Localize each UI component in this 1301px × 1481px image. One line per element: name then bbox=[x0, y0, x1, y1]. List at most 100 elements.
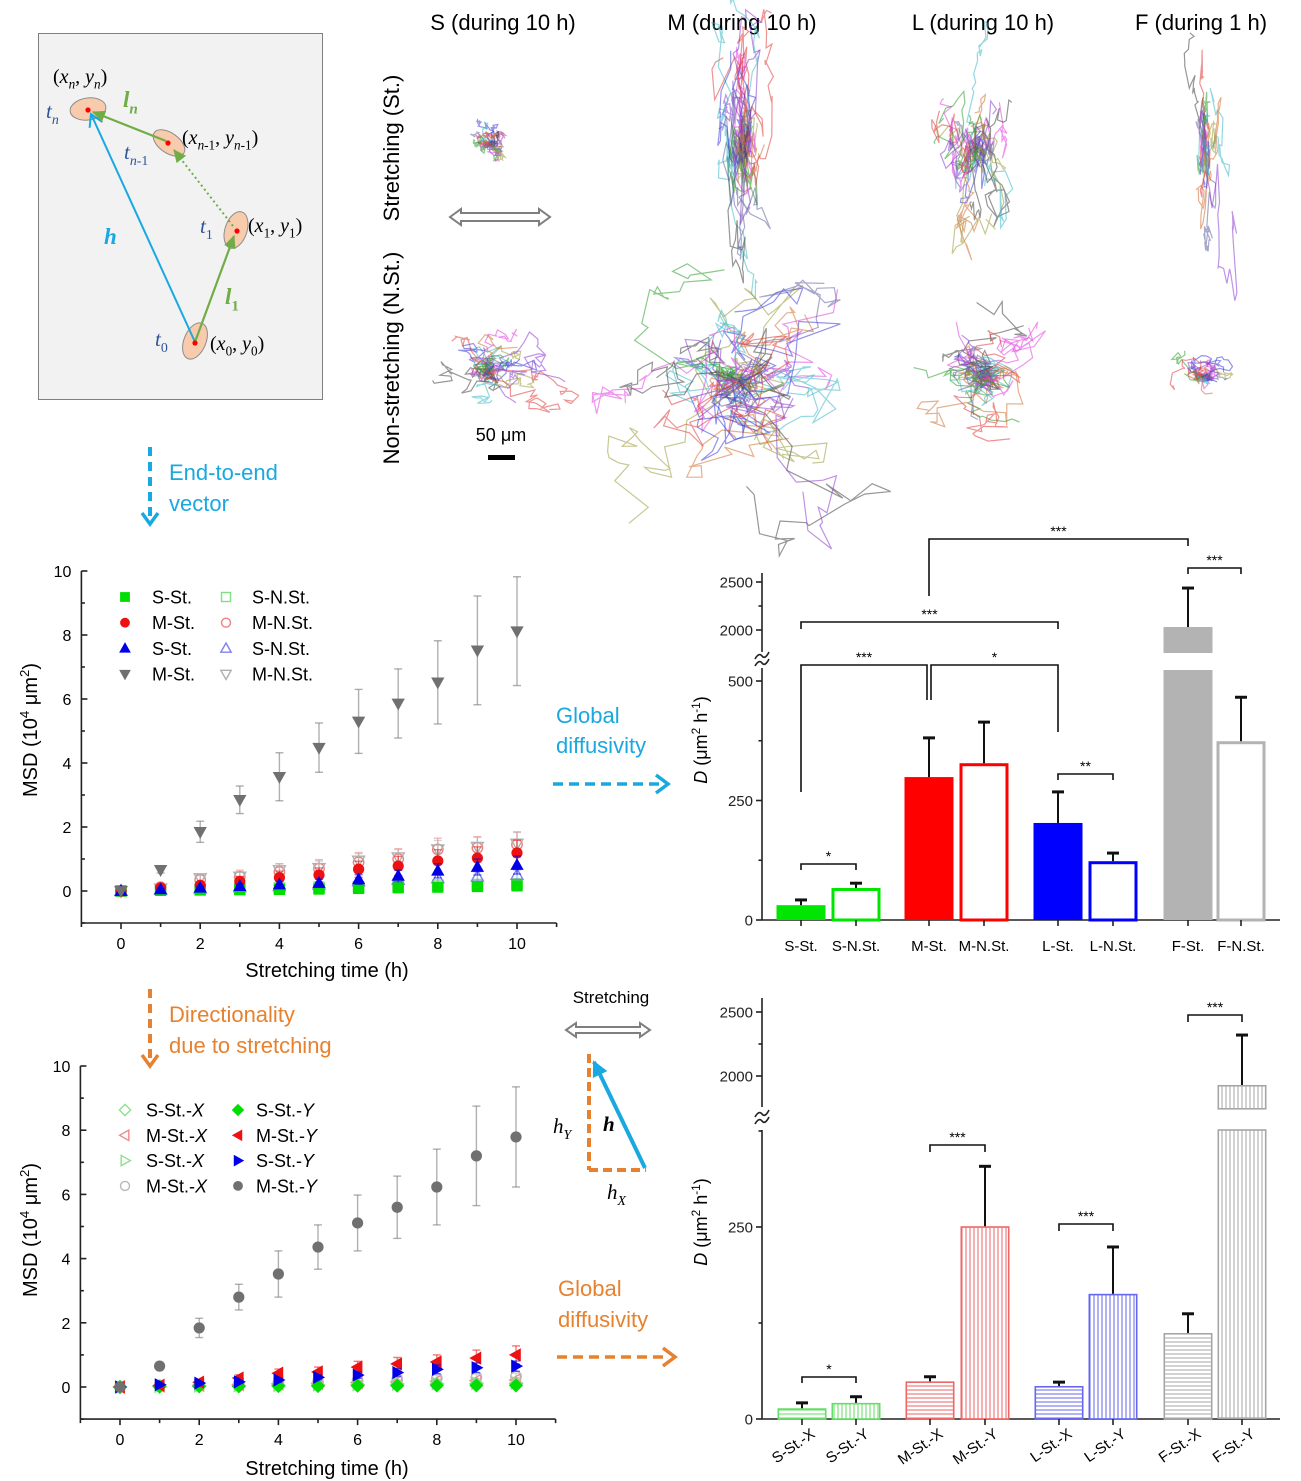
error-bar bbox=[1236, 1033, 1248, 1085]
bar-rect bbox=[959, 763, 1009, 922]
arrowhead-right-icon bbox=[661, 1346, 678, 1368]
data-point bbox=[272, 877, 287, 890]
trajectory-panel-l-nst bbox=[913, 299, 1046, 442]
data-point bbox=[193, 873, 208, 886]
error-bar bbox=[1235, 695, 1247, 742]
significance-label: ** bbox=[1080, 758, 1091, 774]
trajectory-track bbox=[487, 144, 499, 163]
data-point bbox=[391, 698, 405, 711]
end-to-end-vector-arrow bbox=[88, 112, 196, 343]
significance-bracket: * bbox=[800, 848, 857, 870]
data-point bbox=[431, 1362, 444, 1377]
data-point bbox=[509, 838, 525, 852]
legend-marker bbox=[231, 1103, 245, 1117]
trajectory-track bbox=[1204, 96, 1222, 168]
data-point bbox=[392, 1365, 405, 1380]
data-point bbox=[350, 1360, 363, 1374]
trajectory-track bbox=[1202, 376, 1211, 385]
trajectory-track bbox=[954, 21, 989, 189]
data-point bbox=[431, 863, 445, 876]
legend-marker bbox=[119, 1180, 131, 1192]
trajectory-track bbox=[1202, 140, 1210, 189]
flow-label-line1: Directionality bbox=[169, 1002, 295, 1027]
error-bar bbox=[1052, 790, 1064, 823]
inset-title: Stretching bbox=[573, 988, 650, 1007]
significance-bracket: *** bbox=[800, 606, 1059, 629]
stretch-direction-double-arrow-icon bbox=[564, 1021, 652, 1039]
x-axis-label: Stretching time (h) bbox=[245, 1458, 408, 1480]
error-bar bbox=[1182, 1312, 1194, 1333]
scale-bar bbox=[488, 455, 515, 460]
hy-label: hY bbox=[553, 1114, 573, 1143]
legend-marker bbox=[118, 1103, 132, 1117]
bar-rect bbox=[1033, 822, 1083, 920]
coord-label-0: (x0, y0) bbox=[210, 333, 264, 359]
legend-label: M-St.-Y bbox=[256, 1176, 319, 1196]
bracket-line bbox=[930, 664, 1059, 732]
bar-l-st-y bbox=[1088, 1245, 1138, 1420]
x-tick-label: M-St. bbox=[911, 938, 947, 955]
data-point bbox=[432, 881, 444, 893]
y-tick-label: 4 bbox=[61, 1252, 70, 1269]
trajectory-panel-s-st bbox=[470, 118, 508, 163]
y-tick-label: 250 bbox=[728, 1220, 753, 1237]
data-point bbox=[154, 1378, 167, 1392]
trajectory-track bbox=[737, 359, 810, 389]
time-label-tn1: tn-1 bbox=[124, 140, 148, 169]
significance-bracket: *** bbox=[929, 1129, 986, 1152]
trajectory-panel-f-st bbox=[1183, 32, 1238, 301]
legend-label: M-St. bbox=[152, 613, 195, 633]
bracket-line bbox=[928, 538, 1189, 596]
trajectory-track bbox=[717, 50, 752, 173]
legend-marker bbox=[220, 617, 232, 628]
data-point bbox=[233, 1375, 246, 1389]
row-header-stretching: Stretching (St.) bbox=[379, 75, 404, 222]
bar-segment-lower bbox=[1217, 1129, 1267, 1420]
x-tick-label: 0 bbox=[117, 936, 126, 953]
x-tick-label: 10 bbox=[507, 1432, 525, 1449]
flow-end-to-end: End-to-end vector bbox=[140, 447, 278, 527]
coord-label-n1: (xn-1, yn-1) bbox=[182, 127, 258, 153]
trajectory-track bbox=[714, 308, 747, 381]
flow-label-line2: due to stretching bbox=[169, 1033, 332, 1058]
flow-label-line1: End-to-end bbox=[169, 460, 278, 485]
data-point bbox=[351, 716, 366, 729]
h-vector-arrow bbox=[592, 1060, 647, 1169]
x-axis-label: Stretching time (h) bbox=[245, 960, 408, 982]
bar-rect bbox=[1216, 741, 1266, 922]
y-tick-label: 2500 bbox=[720, 1005, 753, 1022]
x-tick-label: L-N.St. bbox=[1090, 938, 1137, 955]
data-point bbox=[431, 1181, 443, 1193]
bar-s-st-x bbox=[777, 1401, 827, 1420]
data-point bbox=[193, 826, 207, 839]
trajectory-track bbox=[694, 284, 804, 433]
significance-bracket: *** bbox=[1187, 552, 1242, 574]
significance-bracket: * bbox=[801, 1361, 857, 1383]
bracket-line bbox=[1187, 1014, 1243, 1022]
axis-break-icon bbox=[754, 651, 770, 667]
data-point bbox=[272, 1268, 284, 1280]
legend-marker bbox=[219, 669, 233, 681]
row-header-non-stretching: Non-stretching (N.St.) bbox=[379, 252, 404, 465]
vector-decomposition-inset: Stretching hY h hX bbox=[553, 988, 652, 1209]
trajectory-track bbox=[716, 375, 838, 550]
y-tick-label: 0 bbox=[62, 884, 71, 901]
y-tick-label: 8 bbox=[62, 628, 71, 645]
significance-bracket: *** bbox=[1058, 1208, 1114, 1231]
trajectory-track bbox=[474, 132, 491, 146]
significance-label: *** bbox=[921, 606, 938, 622]
x-tick-label: 6 bbox=[354, 936, 363, 953]
significance-label: *** bbox=[1050, 523, 1067, 539]
x-tick-label: S-St. bbox=[784, 938, 817, 955]
trajectory-track bbox=[1197, 358, 1216, 390]
trajectory-track bbox=[486, 370, 561, 413]
y-tick-label: 250 bbox=[728, 793, 753, 810]
position-dot-t0 bbox=[192, 340, 198, 346]
significance-bracket: *** bbox=[800, 649, 928, 792]
x-tick-label: S-N.St. bbox=[832, 938, 880, 955]
x-tick-label: F-St. bbox=[1172, 938, 1205, 955]
significance-bracket: *** bbox=[1187, 999, 1243, 1022]
y-tick-label: 2000 bbox=[720, 623, 753, 640]
trajectory-track bbox=[728, 145, 748, 194]
data-point bbox=[194, 1376, 207, 1390]
